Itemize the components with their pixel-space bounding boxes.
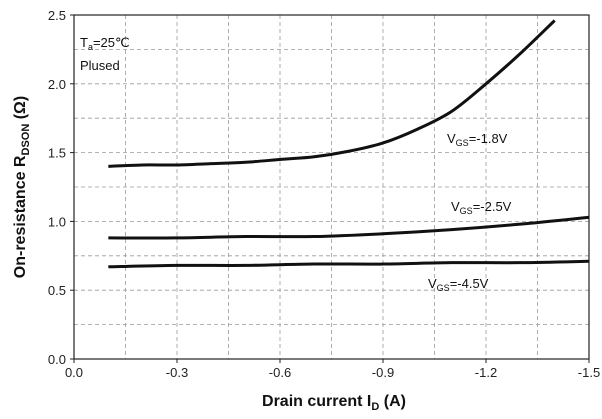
x-tick-label: -0.9	[372, 365, 394, 380]
series-label-vgs-2-5v: VGS=-2.5V	[451, 199, 512, 216]
x-tick-label: -0.3	[166, 365, 188, 380]
grid	[74, 15, 589, 359]
series-line-vgs-1-8v	[108, 19, 556, 168]
x-tick-label: -0.6	[269, 365, 291, 380]
series-line-vgs-4-5v	[108, 259, 590, 269]
x-tick-label: -1.2	[475, 365, 497, 380]
plot-frame	[73, 14, 590, 360]
temperature-condition: Ta=25℃	[80, 35, 130, 52]
axis-ticks: 0.0 -0.3 -0.6 -0.9 -1.2 -1.5 0.0 0.5 1.0 1.5 2.0 2.…	[48, 8, 600, 380]
y-tick-label: 1.0	[48, 214, 66, 229]
y-tick-label: 1.5	[48, 146, 66, 161]
series-lines	[108, 19, 590, 269]
series-label-vgs-1-8v: VGS=-1.8V	[447, 131, 508, 148]
y-tick-label: 2.0	[48, 77, 66, 92]
pulse-condition: Plused	[80, 58, 120, 73]
x-axis-label: Drain current ID (A)	[262, 393, 406, 413]
x-tick-label: -1.5	[578, 365, 600, 380]
y-tick-label: 2.5	[48, 8, 66, 23]
y-tick-label: 0.0	[48, 352, 66, 367]
series-line-vgs-2-5v	[108, 215, 590, 240]
x-tick-label: 0.0	[65, 365, 83, 380]
y-axis-label: On-resistance RDSON (Ω)	[12, 96, 32, 278]
series-label-vgs-4-5v: VGS=-4.5V	[428, 276, 489, 293]
y-tick-label: 0.5	[48, 283, 66, 298]
